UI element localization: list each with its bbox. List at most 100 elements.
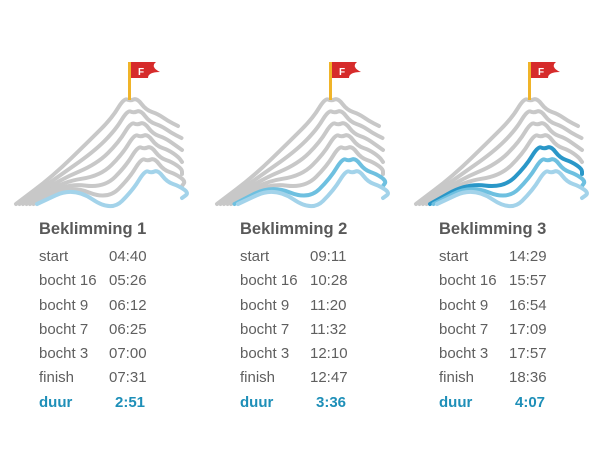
split-label: bocht 16 [39, 272, 97, 290]
highlighted-ridge-line [236, 169, 390, 209]
ridge-line [218, 109, 385, 206]
split-time: 11:32 [310, 320, 347, 338]
split-row-finish: finish 18:36 [439, 367, 589, 391]
flag-letter: F [538, 67, 544, 78]
split-label: start [39, 248, 69, 265]
split-time: 06:25 [109, 320, 147, 338]
ridge-line [417, 109, 584, 206]
split-label: bocht 3 [240, 345, 290, 363]
climb-title: Beklimming 2 [240, 220, 348, 238]
split-label: bocht 3 [39, 345, 89, 363]
mountain-illustration: F [209, 58, 391, 210]
split-time: 10:28 [310, 272, 348, 290]
split-label: bocht 9 [240, 296, 290, 314]
split-row-bocht-7: bocht 7 06:25 [39, 319, 189, 343]
flag-pole [528, 62, 531, 100]
climb-panel-2: F Beklimming 2 start 09:11 bocht 16 10:28 … [201, 0, 401, 450]
flag-cloth [531, 62, 560, 78]
ridge-line [222, 121, 385, 206]
highlighted-ridge-line [232, 157, 388, 206]
split-row-start: start 14:29 [439, 246, 589, 270]
split-time: 04:40 [109, 248, 147, 265]
split-time: 17:57 [509, 345, 547, 363]
split-row-finish: finish 12:47 [240, 367, 390, 391]
split-time: 16:54 [509, 296, 547, 314]
finish-flag-icon: F [329, 62, 361, 100]
split-time: 18:36 [509, 369, 547, 387]
split-label: bocht 7 [439, 320, 489, 338]
split-time: 12:47 [310, 369, 348, 387]
split-row-bocht-16: bocht 16 15:57 [439, 270, 589, 294]
split-label: finish [39, 369, 75, 387]
split-label: bocht 7 [39, 320, 89, 338]
split-label: bocht 7 [240, 320, 290, 338]
split-time: 15:57 [509, 272, 547, 290]
ridge-line [421, 121, 584, 206]
split-times-table: start 04:40 bocht 16 05:26 bocht 9 06:12 bo… [39, 246, 189, 416]
split-row-finish: finish 07:31 [39, 367, 189, 391]
flag-cloth [131, 62, 160, 78]
split-row-bocht-7: bocht 7 11:32 [240, 319, 390, 343]
flag-pole [329, 62, 332, 100]
split-row-bocht-16: bocht 16 05:26 [39, 270, 189, 294]
split-label: finish [240, 369, 276, 387]
finish-flag-icon: F [128, 62, 160, 100]
split-label: bocht 3 [439, 345, 489, 363]
split-time: 07:00 [109, 345, 147, 363]
mountain-svg: F [14, 62, 189, 209]
highlighted-ridge-line [431, 157, 587, 206]
split-label: start [439, 248, 469, 265]
split-row-start: start 04:40 [39, 246, 189, 270]
mountain-svg: F [215, 62, 390, 209]
split-label: bocht 16 [240, 272, 298, 290]
flag-cloth [332, 62, 361, 78]
ridge-line [14, 97, 180, 206]
climb-panel-1: F Beklimming 1 start 04:40 bocht 16 05:26 … [0, 0, 200, 450]
split-label: start [240, 248, 270, 265]
split-row-bocht-3: bocht 3 12:10 [240, 343, 390, 367]
duration-row: duur 4:07 [439, 392, 589, 416]
split-label: bocht 16 [439, 272, 497, 290]
flag-pole [128, 62, 131, 100]
climb-panel-3: F Beklimming 3 start 14:29 bocht 16 15:57 … [400, 0, 600, 450]
climb-title: Beklimming 3 [439, 220, 547, 238]
duration-row: duur 2:51 [39, 392, 189, 416]
split-time: 17:09 [509, 320, 547, 338]
ridge-line [215, 97, 381, 206]
flag-letter: F [339, 67, 345, 78]
split-time: 11:20 [310, 296, 347, 314]
mountain-svg: F [414, 62, 589, 209]
split-time: 12:10 [310, 345, 348, 363]
finish-flag-icon: F [528, 62, 560, 100]
duration-value: 2:51 [115, 393, 146, 411]
mountain-illustration: F [408, 58, 590, 210]
split-times-table: start 14:29 bocht 16 15:57 bocht 9 16:54 bo… [439, 246, 589, 416]
split-time: 06:12 [109, 296, 147, 314]
ridge-line [21, 121, 184, 206]
split-row-bocht-3: bocht 3 17:57 [439, 343, 589, 367]
split-times-table: start 09:11 bocht 16 10:28 bocht 9 11:20 bo… [240, 246, 390, 416]
split-row-start: start 09:11 [240, 246, 390, 270]
split-time: 05:26 [109, 272, 147, 290]
split-row-bocht-9: bocht 9 11:20 [240, 295, 390, 319]
split-row-bocht-3: bocht 3 07:00 [39, 343, 189, 367]
split-time: 07:31 [109, 369, 147, 387]
ridge-line [225, 133, 385, 206]
split-row-bocht-7: bocht 7 17:09 [439, 319, 589, 343]
highlighted-ridge-line [435, 169, 589, 209]
duration-value: 3:36 [316, 393, 347, 411]
split-label: bocht 9 [439, 296, 489, 314]
split-row-bocht-9: bocht 9 16:54 [439, 295, 589, 319]
climb-title: Beklimming 1 [39, 220, 147, 238]
ridge-line [24, 133, 184, 206]
flag-letter: F [138, 67, 144, 78]
split-label: bocht 9 [39, 296, 89, 314]
ridge-line [17, 109, 184, 206]
duration-label: duur [240, 393, 274, 411]
duration-label: duur [439, 393, 473, 411]
ridge-line [424, 133, 584, 206]
duration-label: duur [39, 393, 73, 411]
highlighted-ridge-line [35, 169, 189, 209]
split-row-bocht-9: bocht 9 06:12 [39, 295, 189, 319]
split-row-bocht-16: bocht 16 10:28 [240, 270, 390, 294]
